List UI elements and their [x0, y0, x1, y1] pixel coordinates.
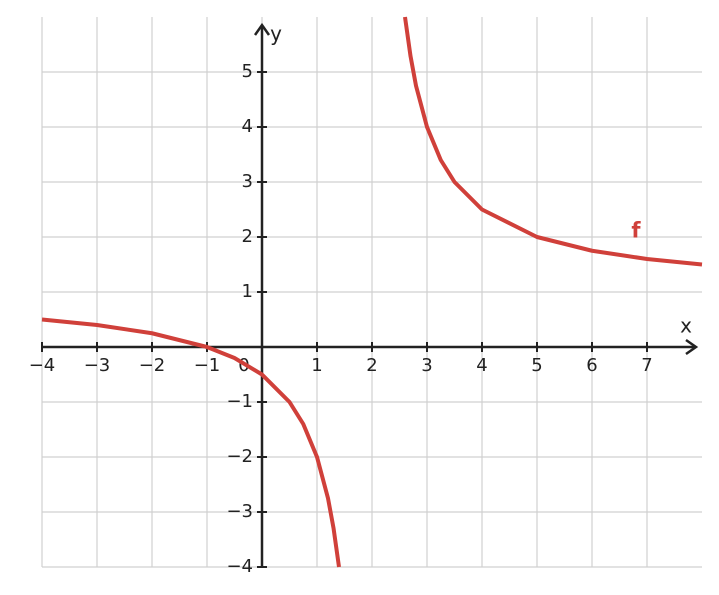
x-tick-label: 3 — [421, 355, 432, 376]
y-tick-label: 3 — [242, 171, 253, 192]
x-axis-label: x — [680, 314, 692, 338]
x-tick-label: 4 — [476, 355, 487, 376]
grid — [41, 17, 702, 568]
x-tick-label: 2 — [366, 355, 377, 376]
x-tick-label: 6 — [586, 355, 597, 376]
curve-label: f — [631, 219, 641, 243]
y-tick-label: 2 — [242, 226, 253, 247]
x-tick-label: 5 — [531, 355, 542, 376]
y-tick-label: 1 — [242, 281, 253, 302]
y-tick-label: −3 — [226, 501, 253, 522]
y-axis-arrow — [253, 22, 271, 36]
y-tick-label: 4 — [242, 116, 253, 137]
x-tick-label: −3 — [84, 355, 111, 376]
y-tick-label: −2 — [226, 446, 253, 467]
x-tick-label: −2 — [139, 355, 166, 376]
x-axis-arrow — [685, 338, 699, 356]
curve — [41, 16, 703, 568]
x-tick-label: 7 — [641, 355, 652, 376]
y-axis-label: y — [270, 22, 282, 46]
x-tick-label: −4 — [29, 355, 56, 376]
y-tick-label: −1 — [226, 391, 253, 412]
x-tick-label: 1 — [311, 355, 322, 376]
y-tick-label: −4 — [226, 556, 253, 577]
x-tick-label: −1 — [194, 355, 221, 376]
y-tick-label: 5 — [242, 61, 253, 82]
plot: f — [41, 16, 703, 568]
